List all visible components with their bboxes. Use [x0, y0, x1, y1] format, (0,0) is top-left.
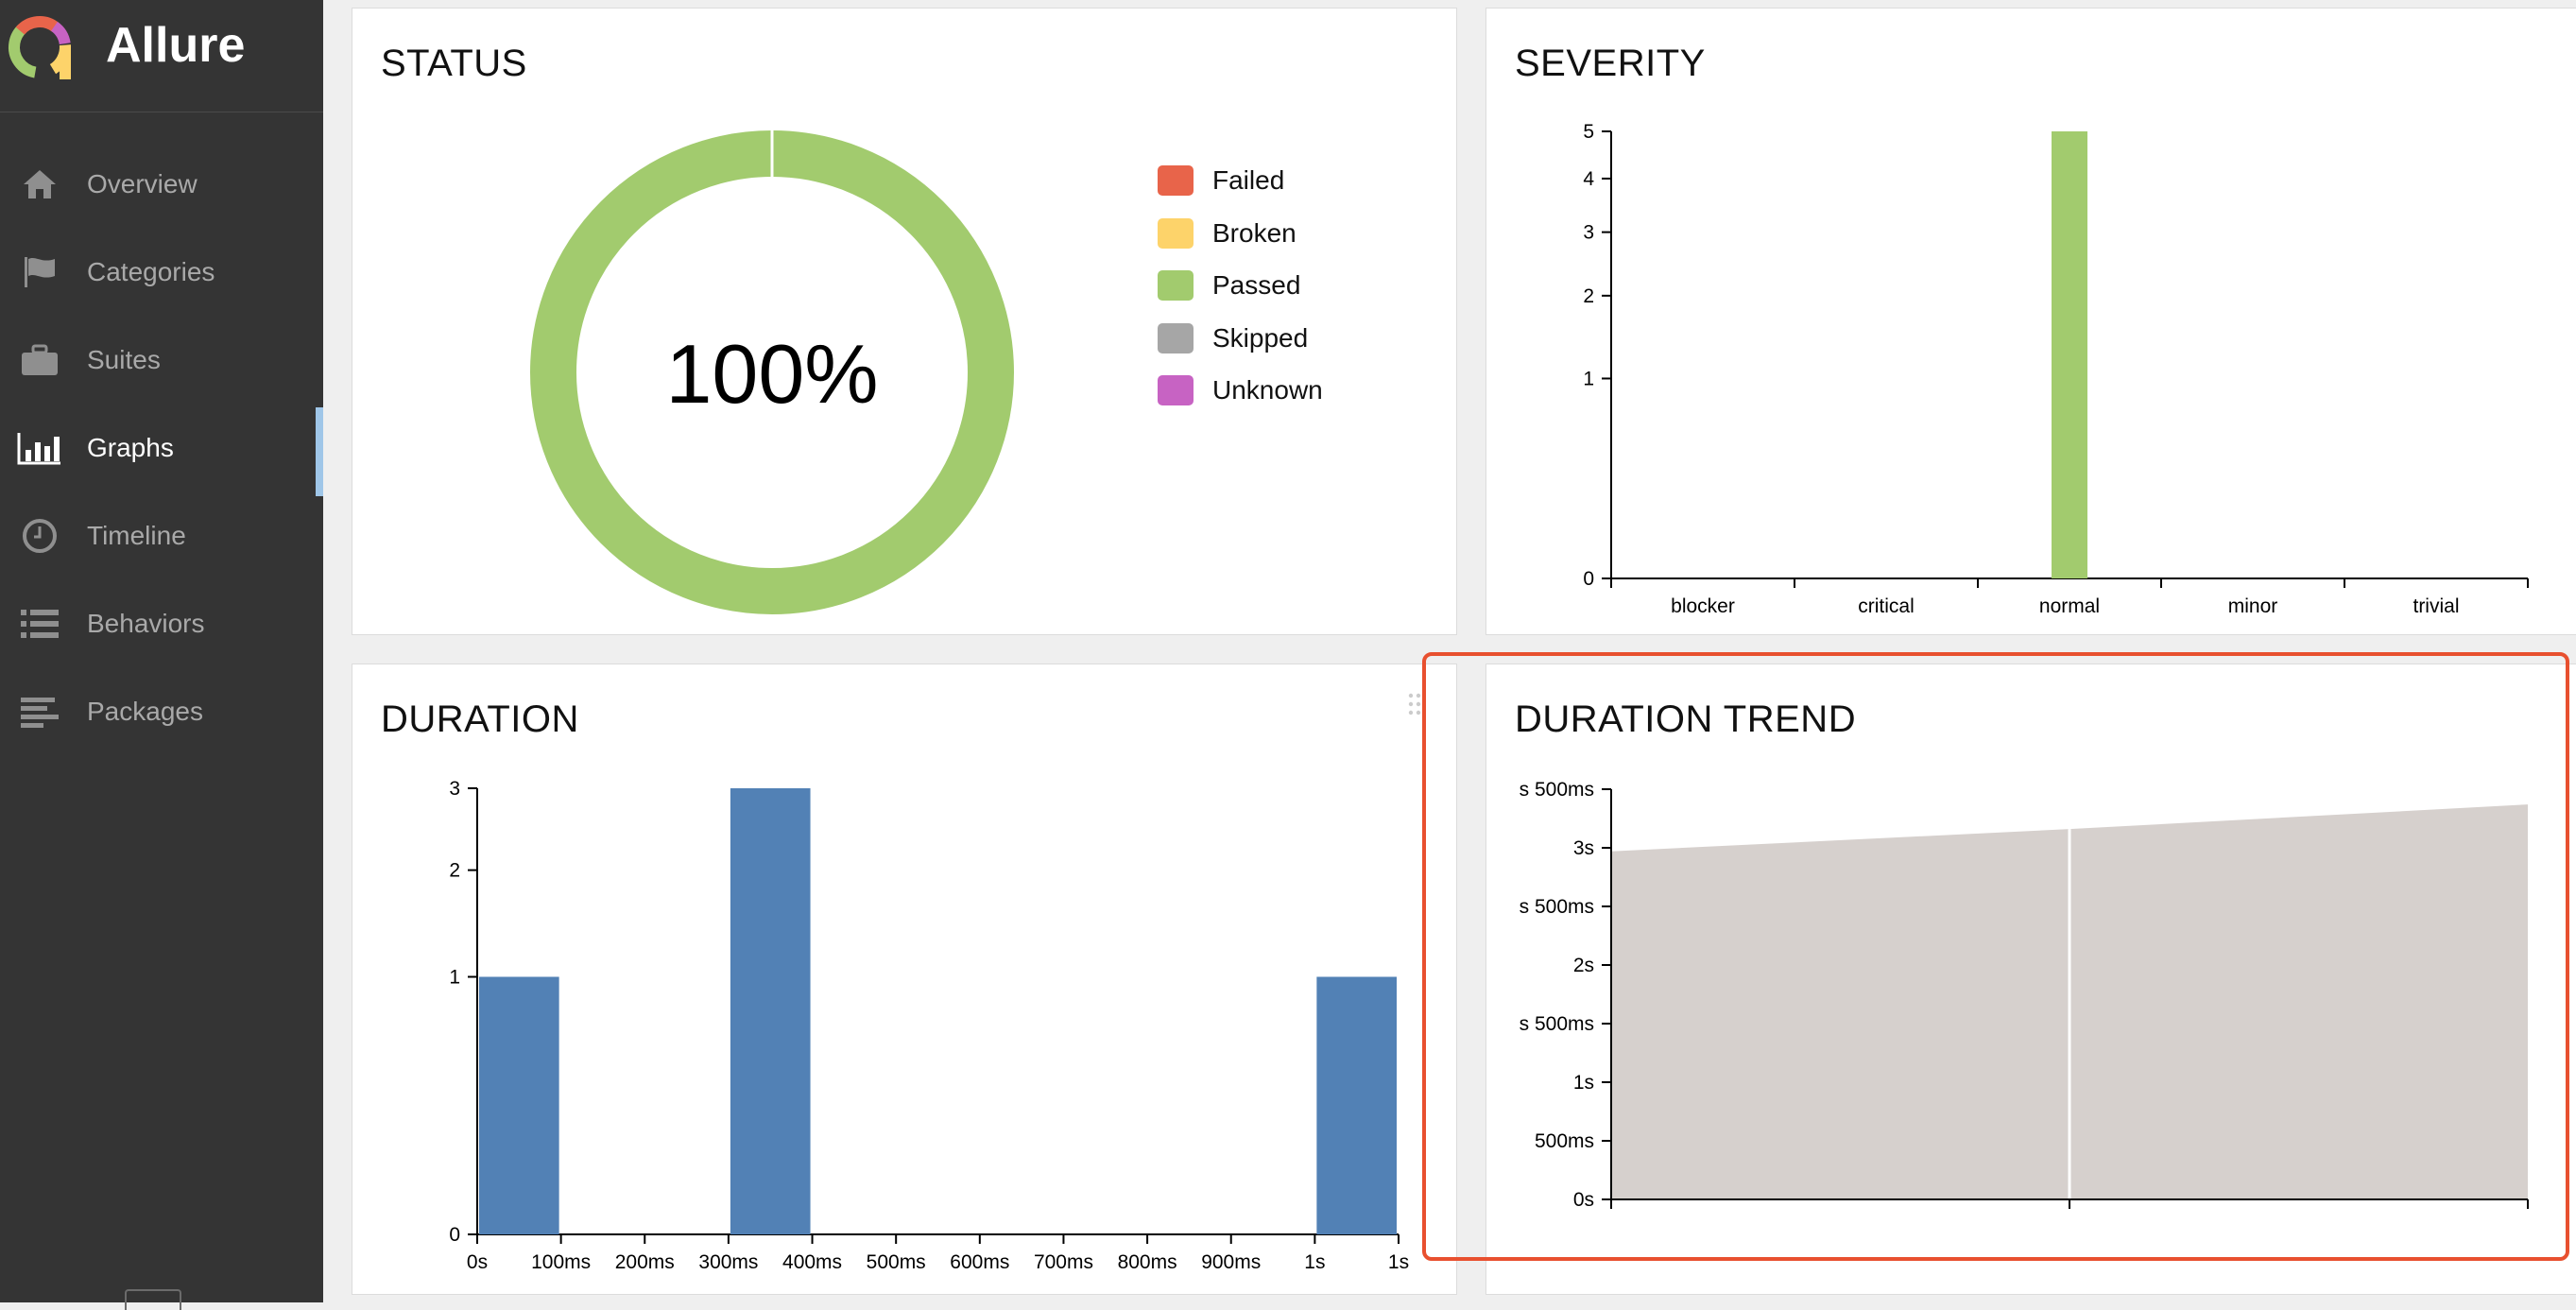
drag-handle-icon[interactable] [1408, 693, 1421, 715]
legend-swatch [1158, 270, 1194, 301]
bar-chart-icon [17, 429, 62, 467]
x-tick-label: 800ms [1118, 1251, 1177, 1273]
duration-trend-widget: DURATION TREND 0s 500ms 1s s 500ms 2s s 500ms… [1485, 664, 2576, 1295]
legend-label: Unknown [1212, 375, 1323, 405]
x-tick-label: 0s [467, 1251, 488, 1273]
x-tick-label: blocker [1671, 595, 1735, 617]
legend-swatch [1158, 375, 1194, 405]
list-icon [17, 605, 62, 643]
nav-label: Timeline [87, 521, 186, 550]
y-tick-label: 0s [1573, 1189, 1594, 1211]
y-tick-label: 500ms [1535, 1130, 1594, 1152]
severity-widget: SEVERITY 0 1 2 3 4 5 blocker critical normal mino… [1485, 8, 2576, 635]
y-tick-label: 1 [449, 966, 460, 988]
x-tick-label: 200ms [615, 1251, 675, 1273]
nav-item-graphs[interactable]: Graphs [0, 407, 323, 496]
y-tick-label: 3 [449, 778, 460, 800]
x-tick-label: 1s [1304, 1251, 1325, 1273]
y-tick-label: 0 [449, 1224, 460, 1246]
legend-item-failed[interactable]: Failed [1158, 162, 1284, 199]
nav-label: Packages [87, 697, 203, 726]
nav-label: Overview [87, 169, 197, 198]
x-tick-label: 100ms [531, 1251, 591, 1273]
legend-label: Failed [1212, 165, 1285, 195]
nav-label: Graphs [87, 433, 174, 462]
home-icon [17, 165, 62, 203]
x-tick-label: normal [2039, 595, 2100, 617]
y-tick-label: s 500ms [1520, 896, 1594, 918]
y-tick-label: s 500ms [1520, 779, 1594, 801]
status-donut-chart: 100% [530, 130, 1014, 614]
briefcase-icon [17, 341, 62, 379]
x-tick-label: 900ms [1201, 1251, 1261, 1273]
duration-histogram: 0 1 2 3 0s 100ms 200ms 300ms 400ms 500ms 600ms 700m… [449, 778, 1409, 1273]
x-tick-label: 600ms [950, 1251, 1009, 1273]
widget-title: DURATION [381, 698, 579, 740]
x-tick-label: trivial [2413, 595, 2459, 617]
y-tick-label: 1 [1583, 368, 1594, 389]
histogram-bar [1316, 976, 1397, 1234]
duration-trend-area-chart: 0s 500ms 1s s 500ms 2s s 500ms 3s s 500ms [1520, 779, 2529, 1211]
nav-item-packages[interactable]: Packages [0, 679, 323, 745]
donut-center-label: 100% [665, 327, 878, 421]
legend-item-broken[interactable]: Broken [1158, 215, 1297, 252]
legend-item-passed[interactable]: Passed [1158, 267, 1300, 304]
y-tick-label: 1s [1573, 1072, 1594, 1094]
y-tick-label: 5 [1583, 121, 1594, 143]
y-tick-label: s 500ms [1520, 1013, 1594, 1035]
legend-item-unknown[interactable]: Unknown [1158, 371, 1323, 409]
y-tick-label: 2 [449, 860, 460, 882]
legend-swatch [1158, 322, 1194, 353]
legend-swatch [1158, 165, 1194, 196]
x-tick-label: 1s [1388, 1251, 1409, 1273]
duration-widget: DURATION 0 1 2 3 0s 100ms 200ms 300ms 400ms 500ms… [352, 664, 1457, 1295]
legend-label: Passed [1212, 270, 1301, 300]
y-tick-label: 3s [1573, 837, 1594, 859]
y-tick-label: 0 [1583, 568, 1594, 590]
x-tick-label: critical [1858, 595, 1915, 617]
nav-label: Categories [87, 257, 215, 286]
widget-title: DURATION TREND [1515, 698, 1857, 740]
y-tick-label: 4 [1583, 168, 1594, 190]
nav-item-overview[interactable]: Overview [0, 151, 323, 217]
x-tick-label: 500ms [867, 1251, 926, 1273]
clock-icon [17, 517, 62, 555]
severity-bar-chart: 0 1 2 3 4 5 blocker critical normal minor trivial [1583, 121, 2529, 617]
sidebar: Allure Overview Categories Suites Graphs… [0, 0, 323, 1310]
legend-item-skipped[interactable]: Skipped [1158, 319, 1308, 357]
nav-item-categories[interactable]: Categories [0, 239, 323, 305]
x-tick-label: minor [2228, 595, 2278, 617]
sidebar-collapse-button[interactable] [125, 1289, 181, 1310]
x-tick-label: 300ms [698, 1251, 758, 1273]
x-tick-label: 400ms [782, 1251, 842, 1273]
histogram-bar [479, 976, 559, 1234]
nav-item-behaviors[interactable]: Behaviors [0, 591, 323, 657]
x-tick-label: 700ms [1034, 1251, 1093, 1273]
legend-label: Skipped [1212, 322, 1309, 353]
nav-label: Suites [87, 345, 161, 374]
status-legend: Failed Broken Passed Skipped Unknown [1158, 162, 1403, 405]
widget-title: STATUS [381, 43, 527, 84]
legend-swatch [1158, 217, 1194, 249]
y-tick-label: 2 [1583, 285, 1594, 307]
nav-item-timeline[interactable]: Timeline [0, 503, 323, 569]
nav-label: Behaviors [87, 609, 205, 638]
app-name: Allure [106, 18, 246, 73]
y-tick-label: 3 [1583, 222, 1594, 244]
legend-label: Broken [1212, 217, 1297, 248]
brand[interactable]: Allure [0, 0, 323, 112]
bar-normal [2052, 131, 2087, 578]
y-tick-label: 2s [1573, 955, 1594, 976]
flag-icon [17, 253, 62, 291]
allure-logo-icon [9, 16, 71, 79]
nav-item-suites[interactable]: Suites [0, 327, 323, 393]
histogram-bar [730, 788, 811, 1234]
status-widget: STATUS 100% Failed Broken Passed Skipped Unk… [352, 8, 1457, 635]
align-left-icon [17, 693, 62, 731]
widget-title: SEVERITY [1515, 43, 1706, 84]
